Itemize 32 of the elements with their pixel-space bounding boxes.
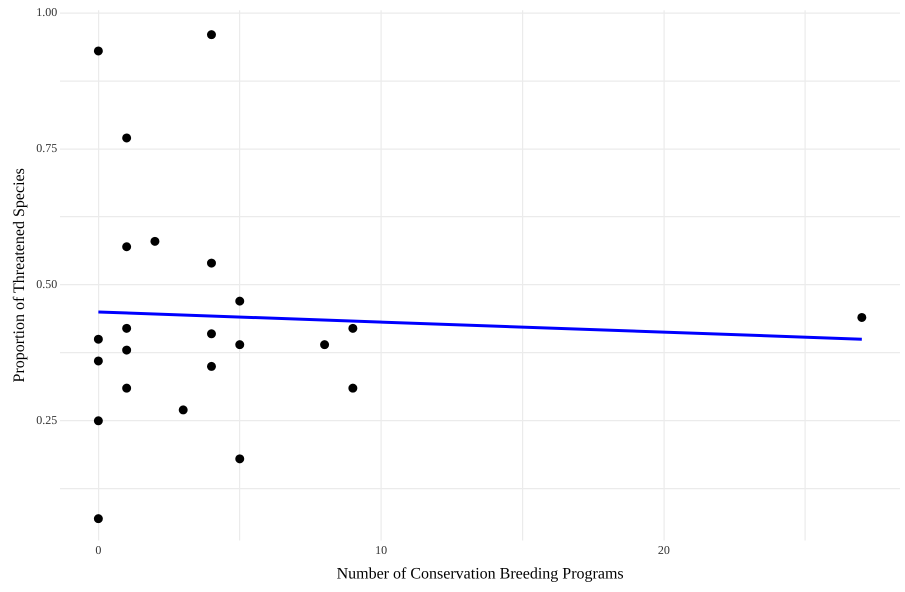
point: [348, 384, 358, 393]
point: [94, 334, 103, 344]
point: [94, 416, 103, 426]
point: [122, 384, 132, 393]
y-axis-title: Proportion of Threatened Species: [10, 168, 28, 382]
point: [150, 236, 160, 246]
point: [206, 362, 216, 371]
x-axis-title: Number of Conservation Breeding Programs: [336, 566, 624, 583]
point: [94, 356, 103, 366]
point: [206, 258, 216, 268]
point: [206, 329, 216, 338]
point: [235, 296, 244, 306]
point: [122, 242, 132, 252]
point: [235, 340, 244, 350]
y-tick-label: 0.75: [36, 141, 58, 156]
y-tick-label: 0.50: [36, 276, 58, 291]
point: [348, 324, 358, 333]
x-tick-label: 10: [375, 542, 388, 557]
point: [94, 514, 103, 524]
point: [122, 346, 132, 355]
point: [320, 340, 330, 350]
point: [206, 30, 216, 40]
point: [178, 405, 188, 414]
point: [235, 454, 244, 464]
point: [857, 312, 866, 322]
y-tick-label: 0.25: [36, 412, 58, 427]
x-tick-label: 0: [95, 542, 102, 557]
point: [122, 324, 132, 333]
x-tick-label: 20: [658, 542, 670, 557]
point: [94, 46, 103, 56]
y-tick-label: 1.00: [36, 5, 58, 20]
point: [122, 133, 132, 142]
